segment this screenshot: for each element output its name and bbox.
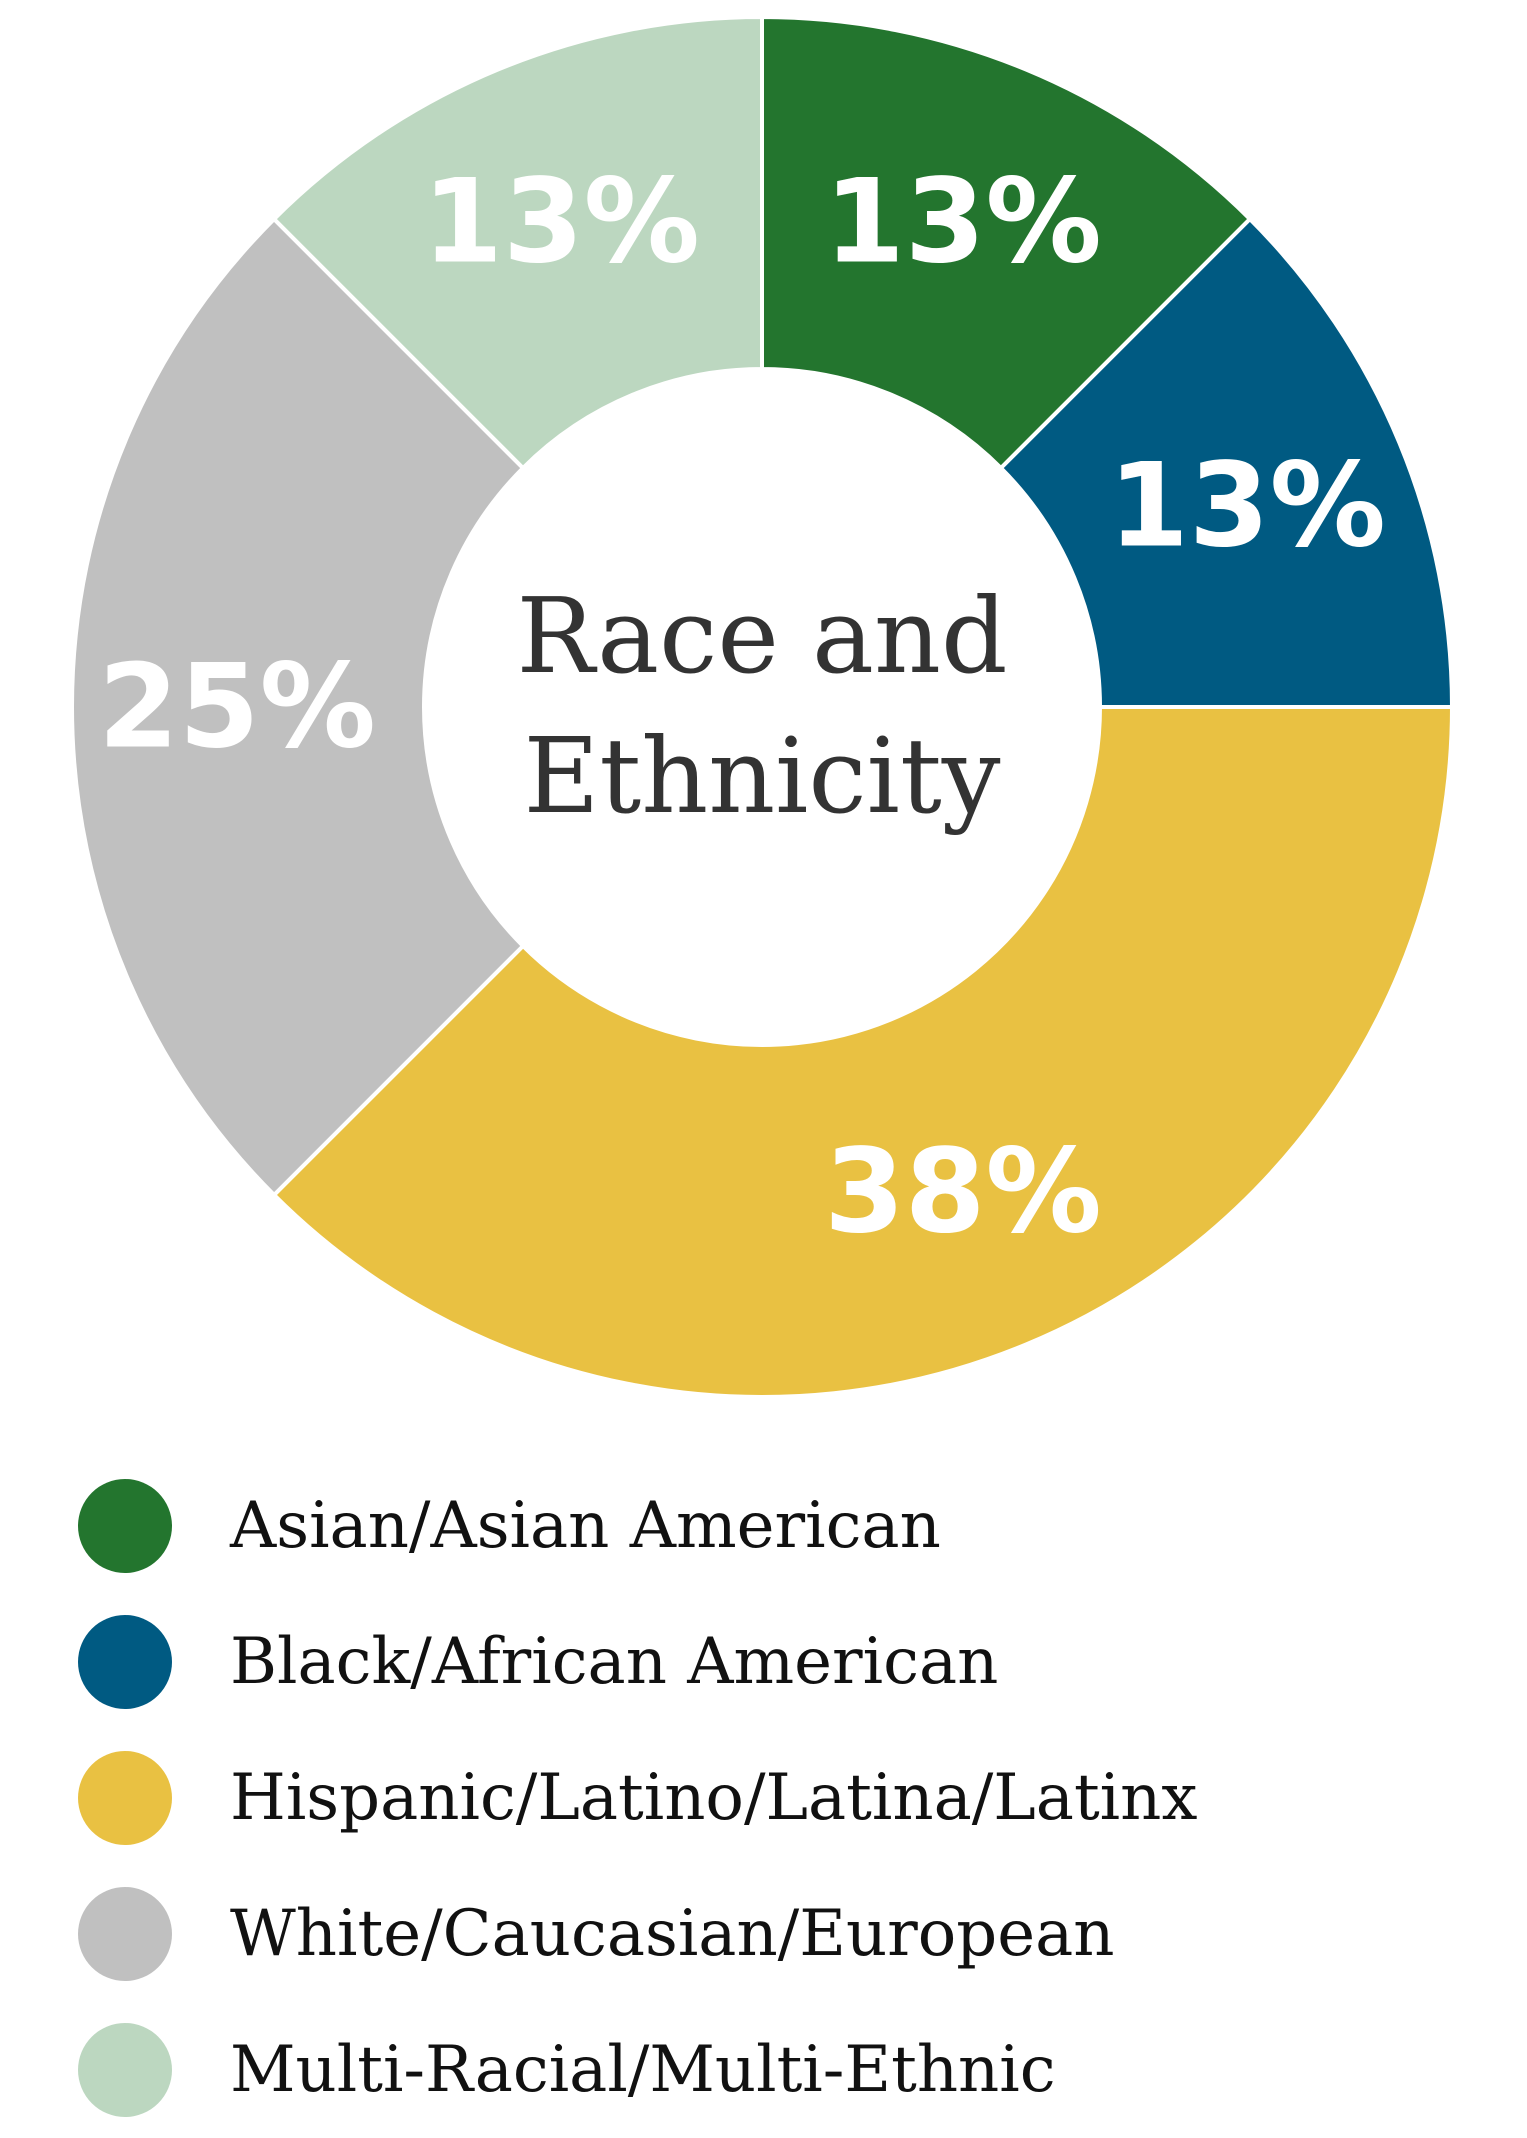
legend-swatch	[78, 1887, 172, 1981]
legend-item-multi-racial-multi-ethnic: Multi-Racial/Multi-Ethnic	[78, 2002, 1498, 2138]
percentage-labels: 13% 13% 38% 25% 13%	[98, 154, 1386, 1259]
legend-item-hispanic-latino-latina-latinx: Hispanic/Latino/Latina/Latinx	[78, 1730, 1498, 1866]
donut-chart: 13% 13% 38% 25% 13% Race and Ethnicity	[70, 14, 1455, 1399]
slice-hispanic-latino-latina-latinx	[271, 705, 1455, 1399]
legend-swatch	[78, 1615, 172, 1709]
legend-label: Asian/Asian American	[230, 1489, 941, 1563]
legend-swatch	[78, 1479, 172, 1573]
slice-multi-racial-multi-ethnic	[271, 14, 764, 471]
legend: Asian/Asian American Black/African Americ…	[78, 1458, 1498, 2138]
percent-label-multi-racial-multi-ethnic: 13%	[422, 154, 700, 289]
legend-label: Hispanic/Latino/Latina/Latinx	[230, 1761, 1198, 1835]
legend-label: Black/African American	[230, 1625, 999, 1699]
percent-label-hispanic-latino-latina-latinx: 38%	[824, 1125, 1102, 1260]
slice-black-african-american	[998, 216, 1455, 709]
legend-swatch	[78, 2023, 172, 2117]
legend-item-asian-asian-american: Asian/Asian American	[78, 1458, 1498, 1594]
chart-title-line-1: Race and	[516, 575, 1007, 697]
slice-white-caucasian-european	[70, 216, 526, 1198]
chart-title-line-2: Ethnicity	[524, 715, 1001, 837]
legend-swatch	[78, 1751, 172, 1845]
legend-item-white-caucasian-european: White/Caucasian/European	[78, 1866, 1498, 2002]
percent-label-white-caucasian-european: 25%	[98, 640, 376, 775]
percent-label-black-african-american: 13%	[1108, 439, 1386, 574]
legend-item-black-african-american: Black/African American	[78, 1594, 1498, 1730]
slice-asian-asian-american	[760, 14, 1253, 471]
donut-slices	[70, 14, 1455, 1399]
legend-label: White/Caucasian/European	[230, 1897, 1115, 1971]
percent-label-asian-asian-american: 13%	[824, 154, 1102, 289]
legend-label: Multi-Racial/Multi-Ethnic	[230, 2033, 1056, 2107]
